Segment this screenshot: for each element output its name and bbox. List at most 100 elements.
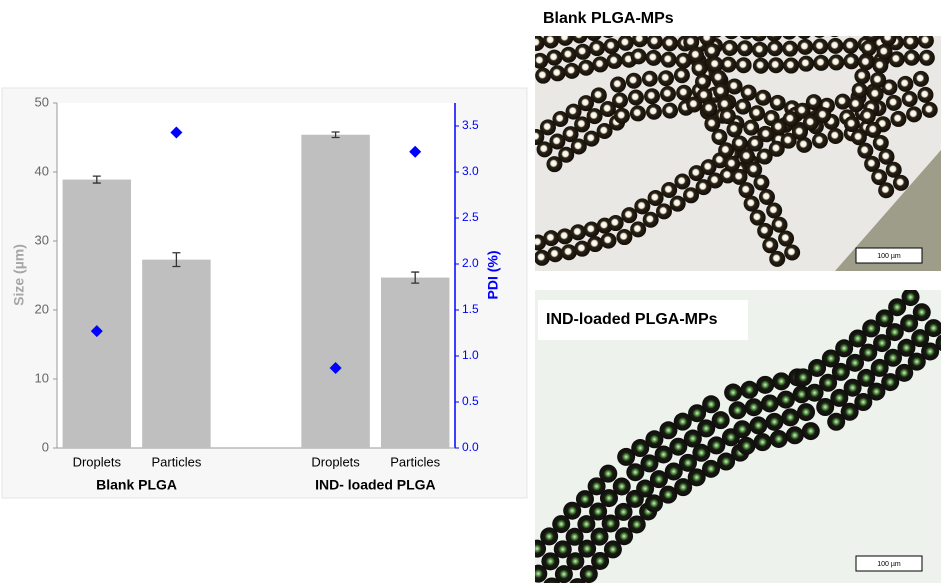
particle: [755, 89, 772, 106]
particle: [780, 132, 797, 149]
particle: [769, 429, 788, 448]
particle: [565, 103, 582, 120]
particle: [645, 103, 662, 120]
particle: [827, 412, 846, 431]
particle: [589, 502, 608, 521]
particle: [560, 244, 577, 261]
particle: [760, 394, 779, 413]
particle: [903, 49, 920, 66]
particle: [695, 179, 712, 196]
y-tick-label: 40: [35, 163, 49, 178]
particle: [870, 358, 889, 377]
particle: [735, 57, 752, 74]
particle: [610, 76, 627, 93]
particle: [808, 358, 827, 377]
x-tick-label: Particles: [390, 454, 440, 469]
particle: [539, 119, 556, 136]
particle: [813, 54, 830, 71]
particle: [811, 132, 828, 149]
particle: [749, 209, 766, 226]
particle: [583, 130, 600, 147]
particle: [912, 70, 929, 87]
particle: [846, 353, 865, 372]
particle: [739, 36, 754, 40]
particle: [902, 36, 919, 50]
group-label: IND- loaded PLGA: [315, 477, 436, 493]
particle: [887, 19, 903, 35]
particle: [753, 433, 772, 452]
particle: [848, 96, 865, 113]
y-tick-label: 10: [35, 370, 49, 385]
particle: [625, 72, 642, 89]
particle: [880, 36, 897, 47]
particle: [857, 368, 876, 387]
particle: [740, 380, 759, 399]
particle: [840, 402, 859, 421]
particle: [719, 108, 736, 125]
particle: [921, 101, 938, 118]
particle: [603, 540, 622, 559]
particle: [599, 464, 618, 483]
particle: [746, 161, 763, 178]
particle: [562, 126, 579, 143]
particle: [694, 73, 711, 90]
particle: [697, 419, 716, 438]
particle: [645, 494, 664, 513]
y-axis-label: Size (µm): [11, 244, 27, 306]
particle: [778, 230, 795, 247]
particle: [835, 339, 854, 358]
particle: [901, 91, 918, 108]
particle: [751, 41, 768, 58]
particle: [897, 75, 914, 92]
y2-tick-label: 3.0: [462, 164, 479, 178]
particle: [687, 468, 706, 487]
particle: [596, 123, 613, 140]
particle: [566, 552, 585, 571]
particle: [828, 54, 845, 71]
particle: [646, 36, 663, 50]
particle: [769, 250, 786, 267]
particle: [702, 459, 721, 478]
particle: [756, 148, 773, 165]
particle: [796, 136, 813, 153]
particle: [607, 215, 624, 232]
particle: [758, 126, 775, 143]
particle: [794, 102, 811, 119]
particle: [655, 203, 672, 220]
particle: [704, 43, 721, 60]
particle: [917, 36, 934, 49]
particle: [636, 479, 655, 498]
particle: [731, 135, 748, 152]
y2-tick-label: 0.0: [462, 440, 479, 454]
particle: [630, 221, 647, 238]
particle: [726, 78, 743, 95]
particle: [843, 53, 860, 70]
particle: [830, 388, 849, 407]
particle: [902, 17, 918, 33]
micrograph-blank: [535, 17, 941, 271]
particle: [600, 232, 617, 249]
particle: [701, 100, 718, 117]
particle: [733, 420, 752, 439]
particle: [766, 202, 783, 219]
particle: [728, 401, 747, 420]
particle: [688, 404, 707, 423]
particle: [819, 373, 838, 392]
particle: [744, 398, 763, 417]
particle: [907, 352, 926, 371]
particle: [546, 49, 563, 66]
particle: [711, 36, 722, 38]
particle: [751, 36, 767, 42]
particle: [592, 56, 609, 73]
particle: [557, 36, 574, 46]
particle: [885, 94, 902, 111]
pdi-marker: [329, 361, 342, 374]
particle: [752, 57, 769, 74]
particle: [831, 362, 850, 381]
particle: [563, 501, 582, 520]
particle: [888, 51, 905, 68]
particle: [549, 133, 566, 150]
particle: [854, 68, 871, 85]
particle: [848, 329, 867, 348]
particle: [707, 56, 724, 73]
